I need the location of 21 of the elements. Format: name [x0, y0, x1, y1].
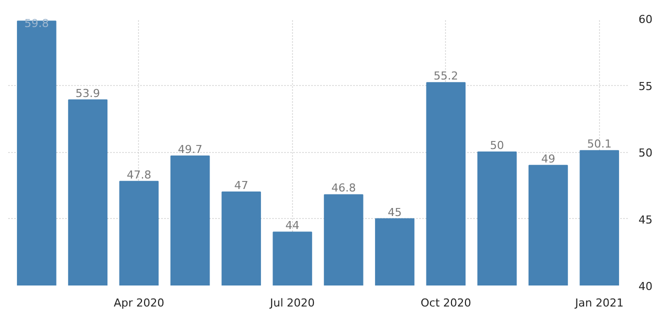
data-label: 55.2	[434, 70, 458, 83]
data-label: 50.1	[587, 138, 612, 151]
data-label: 50	[490, 139, 504, 152]
y-tick-label: 60	[638, 13, 652, 26]
x-tick-label: Jan 2021	[574, 296, 624, 310]
data-label: 49	[541, 152, 556, 166]
x-tick-label: Apr 2020	[114, 296, 164, 310]
y-tick-label: 55	[638, 80, 652, 93]
y-tick-label: 40	[638, 280, 652, 293]
data-label: 47	[234, 179, 248, 192]
data-label: 46.8	[331, 182, 356, 195]
data-label: 45	[388, 206, 402, 219]
y-tick-label: 50	[638, 146, 652, 160]
data-label: 53.9	[76, 86, 100, 100]
data-label: 47.8	[126, 168, 152, 182]
x-tick-label: Jul 2020	[269, 296, 315, 310]
data-label: 49.7	[178, 143, 202, 156]
data-label: 59.8	[24, 17, 49, 30]
data-label: 44	[285, 219, 300, 232]
y-tick-label: 45	[638, 213, 652, 226]
x-tick-label: Oct 2020	[420, 296, 472, 310]
